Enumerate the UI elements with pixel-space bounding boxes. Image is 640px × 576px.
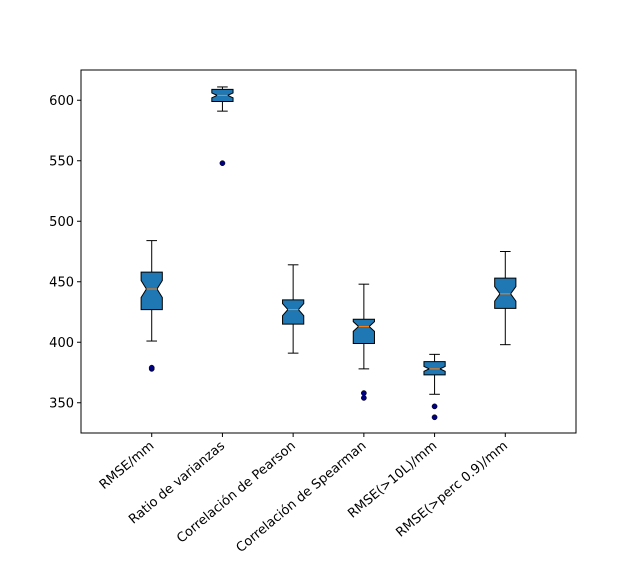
outlier-point — [431, 414, 438, 421]
box-group — [211, 86, 234, 167]
box-body — [282, 299, 305, 325]
box-body — [494, 277, 517, 309]
y-axis: 350 400 450 500 550 600 — [49, 94, 81, 411]
outlier-point — [431, 403, 438, 410]
outlier-point — [148, 364, 155, 371]
plot-frame — [80, 69, 577, 434]
y-tick-label: 600 — [49, 94, 74, 109]
box-group — [282, 264, 305, 354]
plot-area — [81, 70, 576, 433]
y-tick-label: 500 — [49, 215, 74, 230]
y-tick-label: 350 — [49, 396, 74, 411]
outlier-point — [361, 395, 367, 401]
box-group — [140, 240, 163, 372]
boxes-layer — [140, 86, 517, 421]
box-body — [352, 318, 375, 344]
box-body — [140, 271, 163, 311]
box-body — [423, 361, 446, 376]
box-group — [423, 353, 446, 421]
y-tick-label: 550 — [49, 154, 74, 169]
box-group — [352, 283, 375, 401]
box-group — [494, 251, 517, 346]
y-tick-label: 400 — [49, 336, 74, 351]
outlier-point — [361, 390, 367, 396]
y-tick-label: 450 — [49, 275, 74, 290]
outlier-point — [219, 160, 226, 167]
